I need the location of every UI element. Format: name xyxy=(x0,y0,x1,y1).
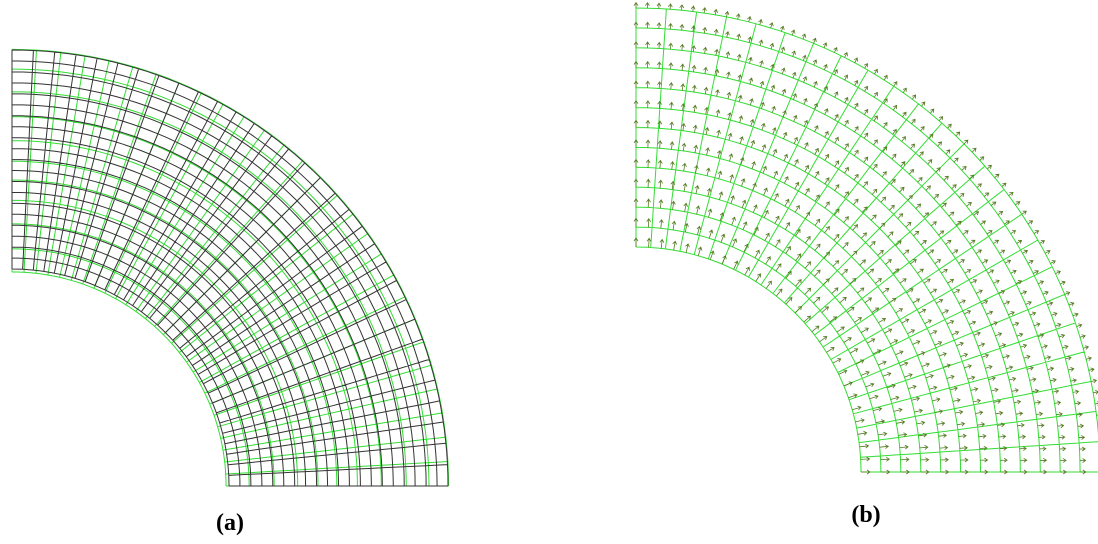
mesh-lines xyxy=(635,7,1098,473)
panel-label: (b) xyxy=(851,502,880,528)
panel-label: (a) xyxy=(216,510,244,536)
mesh-a xyxy=(11,48,450,487)
mesh-lines xyxy=(11,49,449,487)
arrows xyxy=(633,1,1098,475)
mesh-b xyxy=(633,1,1098,475)
